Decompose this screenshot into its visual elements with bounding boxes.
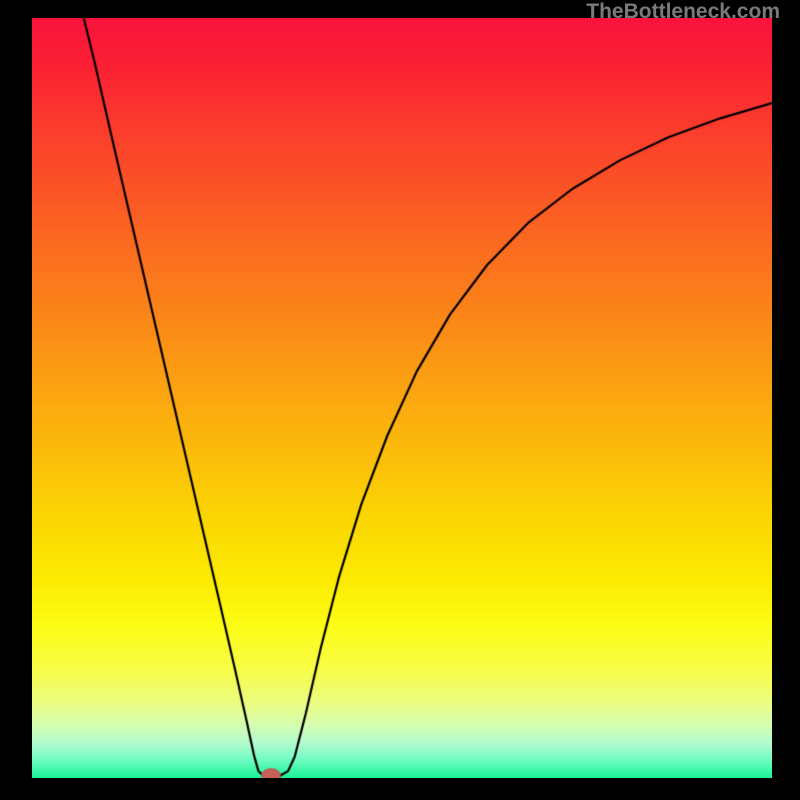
chart-container: TheBottleneck.com [0, 0, 800, 800]
bottleneck-chart-canvas [32, 18, 772, 778]
watermark-text: TheBottleneck.com [586, 0, 780, 24]
